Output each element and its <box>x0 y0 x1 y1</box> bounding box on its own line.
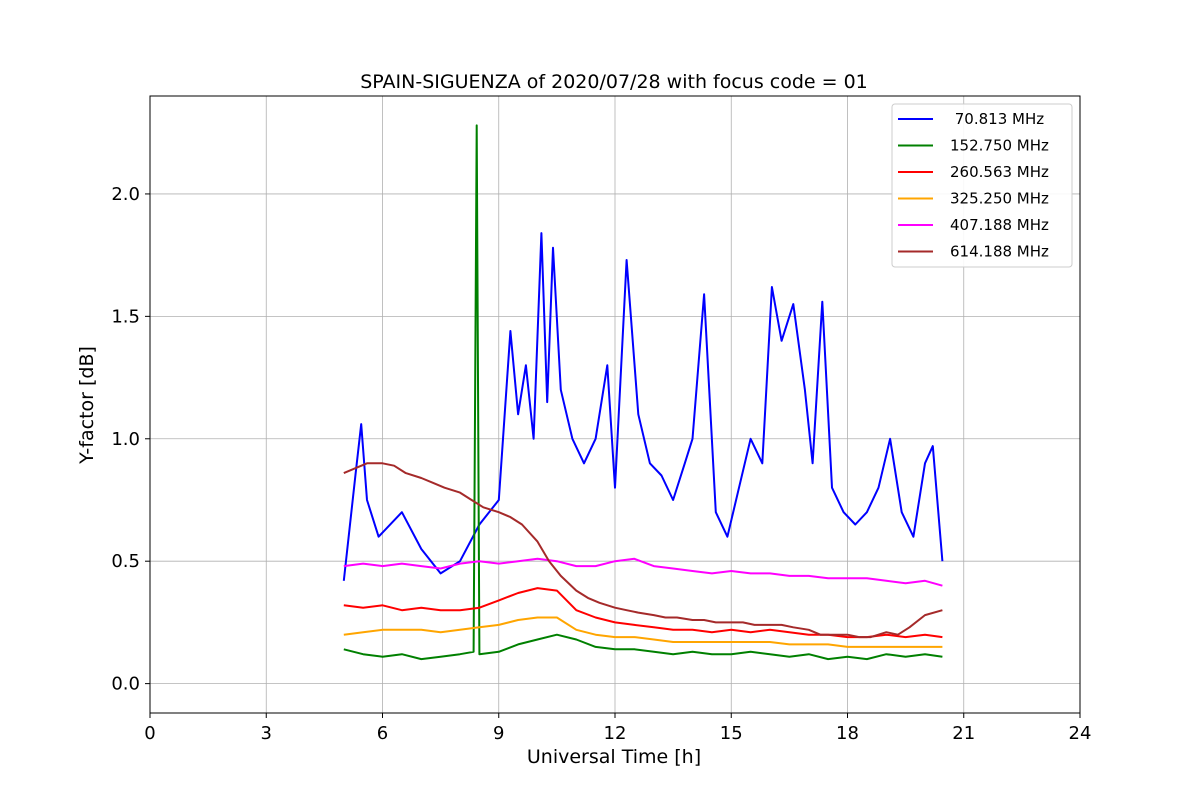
x-tick-label: 12 <box>604 723 627 744</box>
legend-label: 152.750 MHz <box>950 137 1049 155</box>
x-tick-label: 18 <box>836 723 859 744</box>
series-line-3 <box>343 616 943 648</box>
x-tick-label: 9 <box>493 723 504 744</box>
x-tick-label: 6 <box>377 723 388 744</box>
x-tick-label: 15 <box>720 723 743 744</box>
y-axis-label: Y-factor [dB] <box>76 346 98 465</box>
y-tick-label: 0.0 <box>111 674 140 695</box>
y-tick-label: 1.5 <box>111 306 140 327</box>
axis-ticks: 0 3 6 9 12 15 18 21 24 0.0 0.5 1.0 1.5 2.0 <box>111 184 1091 744</box>
series-line-5 <box>343 462 943 639</box>
y-tick-label: 0.5 <box>111 551 140 572</box>
legend-label: 407.188 MHz <box>950 216 1049 234</box>
y-tick-label: 2.0 <box>111 184 140 205</box>
x-tick-label: 21 <box>952 723 975 744</box>
y-tick-label: 1.0 <box>111 429 140 450</box>
plot-lines <box>342 124 944 661</box>
series-line-0 <box>342 232 944 581</box>
x-tick-label: 3 <box>261 723 272 744</box>
legend-label: 260.563 MHz <box>950 163 1049 181</box>
series-line-2 <box>343 587 943 639</box>
legend-label: 614.188 MHz <box>950 243 1049 261</box>
x-tick-label: 0 <box>144 723 155 744</box>
series-line-1 <box>343 124 943 661</box>
legend-items: 70.813 MHz 152.750 MHz 260.563 MHz 325.250 … <box>898 110 1049 261</box>
legend: 70.813 MHz 152.750 MHz 260.563 MHz 325.250 … <box>891 103 1073 268</box>
legend-label: 325.250 MHz <box>950 190 1049 208</box>
x-axis-label: Universal Time [h] <box>527 746 701 768</box>
chart-title: SPAIN-SIGUENZA of 2020/07/28 with focus … <box>360 71 868 93</box>
series-line-4 <box>343 557 943 587</box>
legend-label: 70.813 MHz <box>950 110 1044 128</box>
x-tick-label: 24 <box>1069 723 1092 744</box>
legend-box <box>891 103 1073 268</box>
